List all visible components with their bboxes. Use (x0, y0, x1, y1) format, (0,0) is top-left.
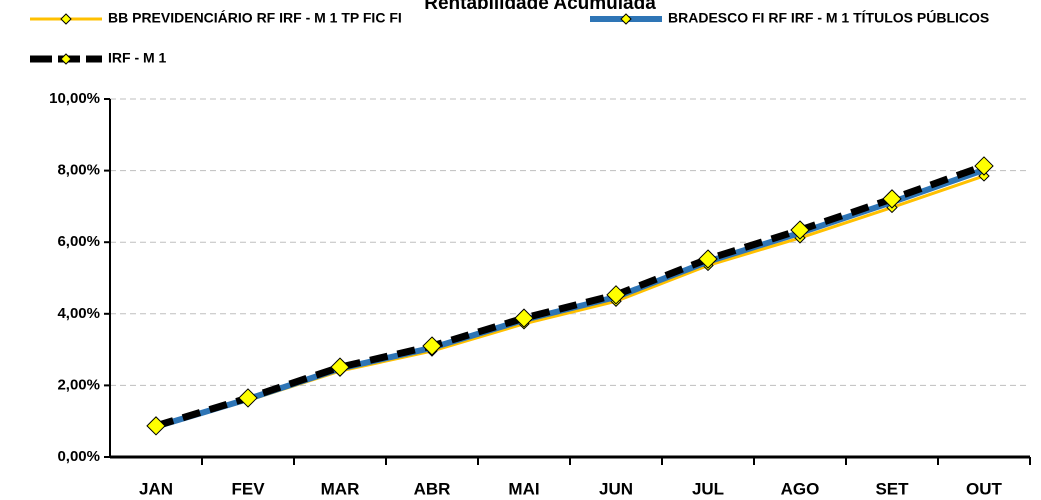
point-marker (974, 156, 994, 176)
legend-label: BRADESCO FI RF IRF - M 1 TÍTULOS PÚBLICO… (668, 9, 989, 26)
y-tick-label: 10,00% (49, 90, 100, 107)
x-tick-label: AGO (781, 479, 820, 498)
point-marker (514, 308, 534, 328)
x-tick-label: FEV (231, 479, 265, 498)
y-tick-label: 6,00% (57, 233, 100, 250)
y-tick-label: 0,00% (57, 448, 100, 465)
series-line (154, 162, 986, 430)
point-marker (422, 336, 442, 356)
point-marker (238, 388, 258, 408)
point-marker (146, 416, 166, 436)
x-tick-label: SET (875, 479, 909, 498)
legend-marker (620, 13, 632, 25)
y-tick-label: 8,00% (57, 162, 100, 179)
x-tick-label: ABR (414, 479, 451, 498)
y-tick-label: 2,00% (57, 376, 100, 393)
x-tick-label: JUL (692, 479, 724, 498)
legend-label: IRF - M 1 (108, 50, 167, 66)
x-tick-label: JUN (599, 479, 633, 498)
chart-title: Rentabilidade Acumulada (424, 0, 656, 14)
point-marker (330, 357, 350, 377)
point-marker (698, 249, 718, 269)
y-tick-label: 4,00% (57, 305, 100, 322)
point-marker (882, 189, 902, 209)
point-marker (790, 220, 810, 240)
x-tick-label: JAN (139, 479, 173, 498)
legend-label: BB PREVIDENCIÁRIO RF IRF - M 1 TP FIC FI (108, 10, 402, 26)
x-tick-label: MAI (508, 479, 539, 498)
legend-marker (60, 13, 72, 25)
point-marker (606, 285, 626, 305)
x-tick-label: OUT (966, 479, 1003, 498)
x-tick-label: MAR (321, 479, 360, 498)
legend-marker (60, 53, 72, 65)
